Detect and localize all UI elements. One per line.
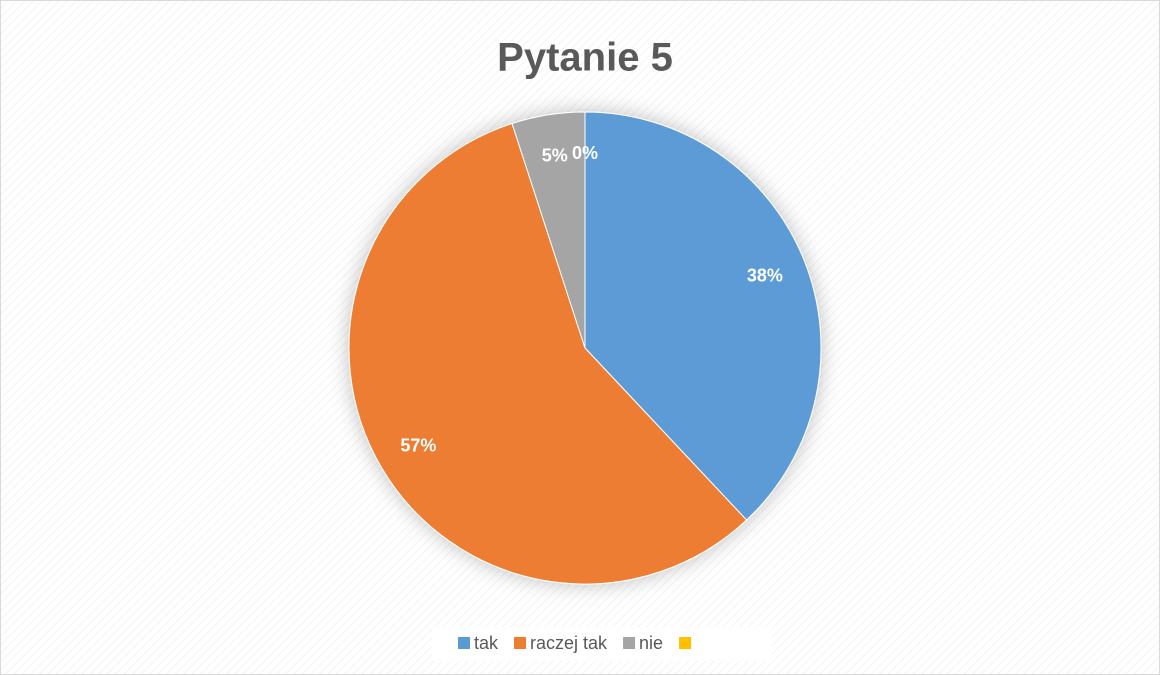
data-label: 5% [542,146,568,166]
pie [348,111,822,585]
legend-swatch [679,637,692,649]
legend-label: raczej tak [530,633,608,653]
pie-slice [348,122,748,585]
data-label: 0% [572,143,598,163]
legend-swatch [514,637,527,649]
data-label: 38% [747,266,783,286]
legend-label: nie [639,633,663,653]
legend-label: tak [474,633,499,653]
pie-slice [584,111,822,521]
legend-swatch [458,637,470,649]
pie-slice [511,111,586,349]
data-label: 57% [400,435,436,455]
chart-title: Pytanie 5 [497,36,673,80]
legend-box [432,627,772,661]
legend-swatch [623,637,636,649]
